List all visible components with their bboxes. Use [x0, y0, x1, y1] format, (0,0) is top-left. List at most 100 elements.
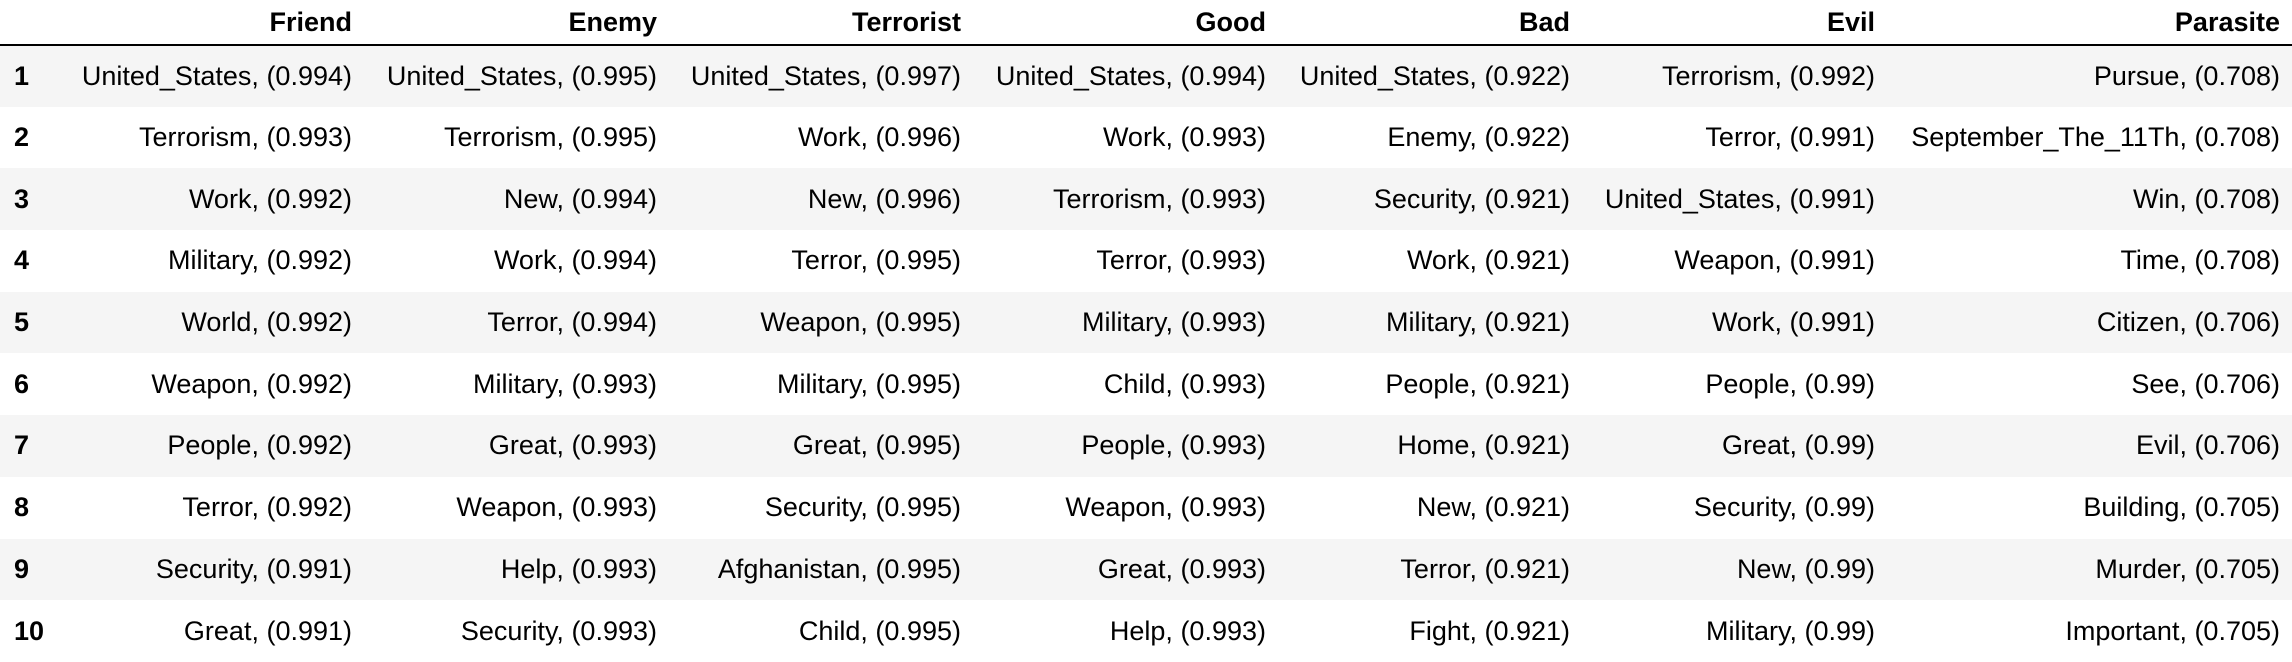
table-cell: Military, (0.992)	[167, 245, 352, 276]
table-cell: Time, (0.708)	[2120, 245, 2280, 276]
table-cell: Terrorism, (0.995)	[443, 122, 657, 153]
table-cell: Security, (0.993)	[460, 615, 657, 646]
table-cell: New, (0.994)	[503, 183, 657, 214]
table-row: 4 Military, (0.992) Work, (0.994) Terror, (…	[0, 230, 2292, 292]
row-index: 6	[14, 368, 30, 399]
row-index: 9	[14, 553, 30, 584]
table-cell: United_States, (0.997)	[690, 60, 961, 91]
row-index: 3	[14, 183, 30, 214]
table-cell: Military, (0.993)	[1081, 307, 1266, 338]
table-cell: Terror, (0.992)	[182, 492, 352, 523]
table-cell: Help, (0.993)	[500, 553, 657, 584]
column-header-evil: Evil	[1582, 0, 1887, 46]
table-cell: Military, (0.993)	[472, 368, 657, 399]
table-cell: Work, (0.996)	[797, 122, 961, 153]
table-cell: People, (0.993)	[1081, 430, 1266, 461]
table-cell: Help, (0.993)	[1109, 615, 1266, 646]
table-cell: September_The_11Th, (0.708)	[1911, 122, 2280, 153]
table-cell: Work, (0.993)	[1102, 122, 1266, 153]
table-row: 10 Great, (0.991) Security, (0.993) Child, …	[0, 600, 2292, 662]
table-cell: Terror, (0.995)	[791, 245, 961, 276]
table-cell: Pursue, (0.708)	[2093, 60, 2280, 91]
table-cell: Murder, (0.705)	[2095, 553, 2280, 584]
table-cell: Terrorism, (0.993)	[138, 122, 352, 153]
column-header-terrorist: Terrorist	[669, 0, 973, 46]
table-cell: Enemy, (0.922)	[1387, 122, 1570, 153]
table-cell: Work, (0.994)	[493, 245, 657, 276]
table-cell: Weapon, (0.993)	[1065, 492, 1266, 523]
row-index: 1	[14, 60, 30, 91]
table-cell: People, (0.992)	[167, 430, 352, 461]
table-cell: Great, (0.993)	[488, 430, 657, 461]
table-cell: New, (0.996)	[807, 183, 961, 214]
table-cell: See, (0.706)	[2131, 368, 2280, 399]
table-cell: Home, (0.921)	[1397, 430, 1570, 461]
table-row: 9 Security, (0.991) Help, (0.993) Afghanist…	[0, 538, 2292, 601]
table-cell: Weapon, (0.995)	[760, 307, 961, 338]
table-cell: Weapon, (0.992)	[151, 368, 352, 399]
table-cell: Win, (0.708)	[2132, 183, 2280, 214]
table-cell: Security, (0.921)	[1373, 183, 1570, 214]
table-cell: United_States, (0.995)	[386, 60, 657, 91]
table-cell: Work, (0.991)	[1711, 307, 1875, 338]
column-header-friend: Friend	[60, 0, 364, 46]
table-cell: Security, (0.991)	[155, 553, 352, 584]
table-row: 3 Work, (0.992) New, (0.994) New, (0.996) Te…	[0, 168, 2292, 231]
table-cell: Work, (0.921)	[1406, 245, 1570, 276]
table-row: 5 World, (0.992) Terror, (0.994) Weapon, (0…	[0, 291, 2292, 354]
table-cell: New, (0.99)	[1736, 553, 1875, 584]
table-cell: Work, (0.992)	[188, 183, 352, 214]
row-index: 7	[14, 430, 30, 461]
table-cell: Building, (0.705)	[2083, 492, 2280, 523]
column-header-parasite: Parasite	[1887, 0, 2292, 46]
table-row: 2 Terrorism, (0.993) Terrorism, (0.995) Wor…	[0, 106, 2292, 169]
table-cell: United_States, (0.994)	[995, 60, 1266, 91]
table-cell: Terror, (0.994)	[487, 307, 657, 338]
table-cell: Child, (0.995)	[798, 615, 961, 646]
table-cell: Weapon, (0.991)	[1674, 245, 1875, 276]
table-cell: United_States, (0.922)	[1299, 60, 1570, 91]
table-cell: Weapon, (0.993)	[456, 492, 657, 523]
table-cell: Important, (0.705)	[2065, 615, 2280, 646]
table-cell: Terrorism, (0.992)	[1661, 60, 1875, 91]
table-cell: Terrorism, (0.993)	[1052, 183, 1266, 214]
table-cell: Terror, (0.921)	[1400, 553, 1570, 584]
table-cell: Security, (0.995)	[764, 492, 961, 523]
row-index: 4	[14, 245, 30, 276]
table-cell: Evil, (0.706)	[2135, 430, 2280, 461]
row-index: 5	[14, 307, 30, 338]
table-row: 8 Terror, (0.992) Weapon, (0.993) Security,…	[0, 476, 2292, 539]
table-cell: Military, (0.995)	[776, 368, 961, 399]
row-index: 2	[14, 122, 30, 153]
header-row: Friend Enemy Terrorist Good Bad Evil Par…	[0, 0, 2292, 46]
table-cell: People, (0.921)	[1385, 368, 1570, 399]
table-cell: Terror, (0.993)	[1096, 245, 1266, 276]
table-cell: Fight, (0.921)	[1409, 615, 1570, 646]
table-cell: Afghanistan, (0.995)	[717, 553, 961, 584]
table-cell: Great, (0.991)	[183, 615, 352, 646]
index-header	[0, 0, 60, 46]
row-index: 10	[14, 615, 45, 646]
column-header-bad: Bad	[1278, 0, 1582, 46]
table-row: 7 People, (0.992) Great, (0.993) Great, (0.…	[0, 415, 2292, 477]
table-cell: Great, (0.993)	[1097, 553, 1266, 584]
table-cell: Great, (0.99)	[1721, 430, 1875, 461]
column-header-enemy: Enemy	[364, 0, 669, 46]
table-row: 1 United_States, (0.994) United_States, (0…	[0, 45, 2292, 107]
table-cell: United_States, (0.994)	[81, 60, 352, 91]
table-cell: Security, (0.99)	[1693, 492, 1875, 523]
table-header: Friend Enemy Terrorist Good Bad Evil Par…	[0, 0, 2292, 46]
table-cell: Child, (0.993)	[1103, 368, 1266, 399]
table-cell: Terror, (0.991)	[1705, 122, 1875, 153]
table-row: 6 Weapon, (0.992) Military, (0.993) Militar…	[0, 353, 2292, 416]
table-cell: World, (0.992)	[181, 307, 352, 338]
row-index: 8	[14, 492, 30, 523]
table-cell: Citizen, (0.706)	[2096, 307, 2280, 338]
table-cell: United_States, (0.991)	[1604, 183, 1875, 214]
table-body: 1 United_States, (0.994) United_States, (0…	[0, 45, 2292, 662]
table-cell: New, (0.921)	[1416, 492, 1570, 523]
table-cell: Military, (0.921)	[1385, 307, 1570, 338]
table-cell: Great, (0.995)	[792, 430, 961, 461]
column-header-good: Good	[973, 0, 1278, 46]
